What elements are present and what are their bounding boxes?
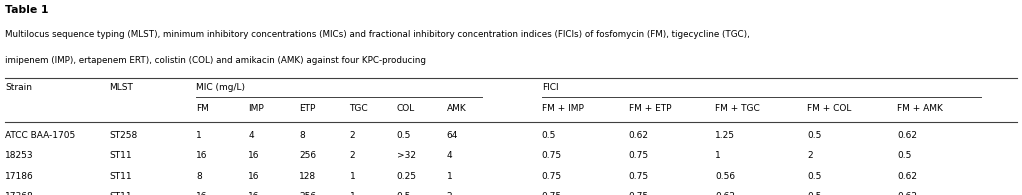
Text: 0.5: 0.5 <box>397 192 411 195</box>
Text: TGC: TGC <box>350 104 368 113</box>
Text: Multilocus sequence typing (MLST), minimum inhibitory concentrations (MICs) and : Multilocus sequence typing (MLST), minim… <box>5 30 750 39</box>
Text: 4: 4 <box>447 151 453 160</box>
Text: 8: 8 <box>299 131 306 140</box>
Text: 0.56: 0.56 <box>715 172 736 181</box>
Text: ST11: ST11 <box>109 192 132 195</box>
Text: Table 1: Table 1 <box>5 5 49 15</box>
Text: 0.75: 0.75 <box>542 192 562 195</box>
Text: 0.5: 0.5 <box>897 151 912 160</box>
Text: 16: 16 <box>196 151 207 160</box>
Text: 0.75: 0.75 <box>629 172 649 181</box>
Text: AMK: AMK <box>447 104 466 113</box>
Text: FICI: FICI <box>542 83 558 92</box>
Text: ATCC BAA-1705: ATCC BAA-1705 <box>5 131 76 140</box>
Text: 2: 2 <box>350 151 356 160</box>
Text: 1.25: 1.25 <box>715 131 736 140</box>
Text: 16: 16 <box>196 192 207 195</box>
Text: 0.62: 0.62 <box>897 131 918 140</box>
Text: imipenem (IMP), ertapenem ERT), colistin (COL) and amikacin (AMK) against four K: imipenem (IMP), ertapenem ERT), colistin… <box>5 56 429 65</box>
Text: FM + AMK: FM + AMK <box>897 104 943 113</box>
Text: 2: 2 <box>807 151 814 160</box>
Text: 1: 1 <box>715 151 722 160</box>
Text: 0.5: 0.5 <box>807 172 822 181</box>
Text: 1: 1 <box>350 172 356 181</box>
Text: FM + TGC: FM + TGC <box>715 104 760 113</box>
Text: 16: 16 <box>248 192 260 195</box>
Text: 1: 1 <box>350 192 356 195</box>
Text: 0.5: 0.5 <box>807 192 822 195</box>
Text: 0.5: 0.5 <box>542 131 556 140</box>
Text: 0.62: 0.62 <box>897 192 918 195</box>
Text: 0.75: 0.75 <box>629 192 649 195</box>
Text: 64: 64 <box>447 131 458 140</box>
Text: 256: 256 <box>299 192 317 195</box>
Text: MIC (mg/L): MIC (mg/L) <box>196 83 245 92</box>
Text: 0.5: 0.5 <box>397 131 411 140</box>
Text: 0.5: 0.5 <box>807 131 822 140</box>
Text: 0.62: 0.62 <box>897 172 918 181</box>
Text: 1: 1 <box>196 131 202 140</box>
Text: 0.75: 0.75 <box>542 151 562 160</box>
Text: >32: >32 <box>397 151 416 160</box>
Text: 17368: 17368 <box>5 192 34 195</box>
Text: 256: 256 <box>299 151 317 160</box>
Text: Strain: Strain <box>5 83 32 92</box>
Text: 2: 2 <box>447 192 453 195</box>
Text: 0.25: 0.25 <box>397 172 417 181</box>
Text: ETP: ETP <box>299 104 316 113</box>
Text: COL: COL <box>397 104 415 113</box>
Text: ST258: ST258 <box>109 131 138 140</box>
Text: 2: 2 <box>350 131 356 140</box>
Text: FM + ETP: FM + ETP <box>629 104 671 113</box>
Text: IMP: IMP <box>248 104 264 113</box>
Text: 16: 16 <box>248 151 260 160</box>
Text: FM + COL: FM + COL <box>807 104 851 113</box>
Text: 128: 128 <box>299 172 317 181</box>
Text: 18253: 18253 <box>5 151 34 160</box>
Text: 0.62: 0.62 <box>629 131 649 140</box>
Text: 0.75: 0.75 <box>542 172 562 181</box>
Text: 4: 4 <box>248 131 254 140</box>
Text: 16: 16 <box>248 172 260 181</box>
Text: 17186: 17186 <box>5 172 34 181</box>
Text: 1: 1 <box>447 172 453 181</box>
Text: MLST: MLST <box>109 83 133 92</box>
Text: ST11: ST11 <box>109 151 132 160</box>
Text: FM + IMP: FM + IMP <box>542 104 584 113</box>
Text: 0.62: 0.62 <box>715 192 736 195</box>
Text: FM: FM <box>196 104 210 113</box>
Text: 8: 8 <box>196 172 202 181</box>
Text: ST11: ST11 <box>109 172 132 181</box>
Text: 0.75: 0.75 <box>629 151 649 160</box>
